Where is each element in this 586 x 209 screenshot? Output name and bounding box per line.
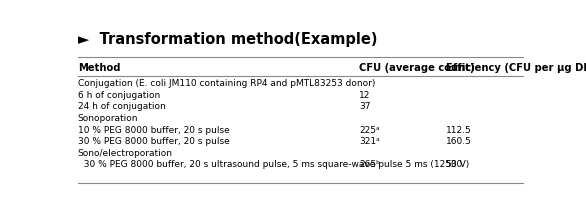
- Text: ►  Transformation method(Example): ► Transformation method(Example): [78, 32, 377, 47]
- Text: 30 % PEG 8000 buffer, 20 s pulse: 30 % PEG 8000 buffer, 20 s pulse: [78, 137, 230, 146]
- Text: 6 h of conjugation: 6 h of conjugation: [78, 91, 160, 100]
- Text: 24 h of conjugation: 24 h of conjugation: [78, 102, 165, 111]
- Text: CFU (average count): CFU (average count): [359, 63, 475, 73]
- Text: 112.5: 112.5: [445, 126, 471, 135]
- Text: 321ᵃ: 321ᵃ: [359, 137, 380, 146]
- Text: Sono/electroporation: Sono/electroporation: [78, 149, 173, 158]
- Text: 10 % PEG 8000 buffer, 20 s pulse: 10 % PEG 8000 buffer, 20 s pulse: [78, 126, 230, 135]
- Text: 225ᵃ: 225ᵃ: [359, 126, 380, 135]
- Text: 12: 12: [359, 91, 371, 100]
- Text: 160.5: 160.5: [445, 137, 472, 146]
- Text: 30 % PEG 8000 buffer, 20 s ultrasound pulse, 5 ms square-wave pulse 5 ms (1250 V: 30 % PEG 8000 buffer, 20 s ultrasound pu…: [78, 161, 469, 169]
- Text: 37: 37: [359, 102, 371, 111]
- Text: Conjugation (E. coli JM110 containing RP4 and pMTL83253 donor): Conjugation (E. coli JM110 containing RP…: [78, 79, 375, 88]
- Text: Method: Method: [78, 63, 120, 73]
- Text: 530: 530: [445, 161, 463, 169]
- Text: 265ᵇ: 265ᵇ: [359, 161, 380, 169]
- Text: Efficiency (CFU per μg DNA): Efficiency (CFU per μg DNA): [445, 63, 586, 73]
- Text: Sonoporation: Sonoporation: [78, 114, 138, 123]
